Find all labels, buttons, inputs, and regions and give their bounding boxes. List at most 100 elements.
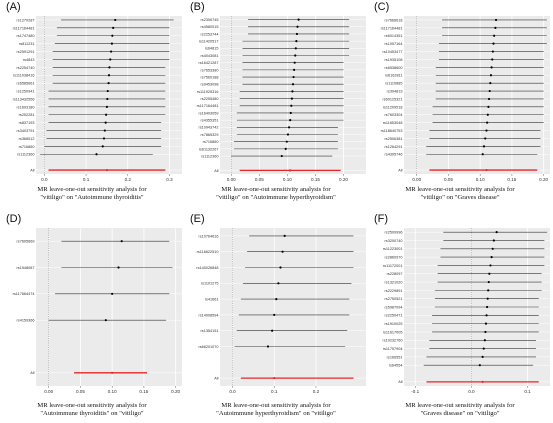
all-label: All — [30, 371, 34, 375]
snp-label: rs11653048 — [383, 121, 403, 125]
all-point-estimate — [289, 169, 292, 172]
panel-letter: (A) — [6, 1, 21, 13]
x-tick-label: 0.10 — [476, 177, 485, 182]
point-estimate — [291, 83, 295, 86]
snp-label: rs60125321 — [382, 97, 402, 101]
snp-label: rs16493059 — [198, 111, 218, 115]
point-estimate — [104, 319, 107, 322]
snp-label: rs228097 — [387, 272, 403, 276]
panel-e: (E) 0.0 0.1 0.2 rs10764616 rs116622510 rs1400… — [184, 212, 368, 423]
point-estimate — [482, 347, 485, 350]
point-estimate — [488, 89, 491, 93]
point-estimate — [485, 314, 488, 317]
snp-label: rs6585661 — [17, 82, 35, 86]
plot-background — [220, 16, 366, 174]
point-estimate — [486, 121, 489, 124]
x-tick-label: 0.3 — [166, 177, 173, 182]
point-estimate — [275, 298, 278, 301]
caption: MR leave-one-out sensitivity analysis fo… — [186, 186, 366, 202]
point-estimate — [110, 42, 114, 45]
x-tick-label: 0.15 — [139, 389, 148, 394]
snp-label: rs5987094 — [385, 305, 403, 309]
all-label: All — [30, 168, 34, 172]
point-estimate — [109, 50, 113, 53]
point-estimate — [120, 240, 123, 243]
panel-letter: (F) — [374, 213, 389, 225]
snp-label: rs1112360 — [17, 153, 34, 157]
caption-line-2: "Graves disease" on "vitiligo" — [420, 410, 500, 417]
snp-label: rs811231 — [19, 42, 35, 46]
x-tick-label: 0.1 — [83, 177, 90, 182]
point-estimate — [487, 280, 490, 284]
snp-label: rs166551 — [387, 355, 403, 359]
snp-label: rs2860970 — [385, 256, 403, 260]
snp-label: rs118640753 — [381, 129, 403, 133]
snp-label: rs368512 — [19, 137, 35, 141]
x-tick-label: 0.05 — [255, 177, 264, 182]
snp-label: rs837193 — [19, 121, 35, 125]
point-estimate — [103, 129, 106, 132]
x-tick-label: 0.1 — [524, 389, 531, 394]
point-estimate — [484, 330, 487, 334]
point-estimate — [289, 111, 292, 115]
caption: MR leave-one-out sensitivity analysis fo… — [186, 402, 366, 418]
point-estimate — [106, 97, 109, 101]
snp-label: rs4159366 — [17, 319, 35, 323]
point-estimate — [293, 68, 296, 71]
forest-plot: -0.1 0.0 0.1 rs2509996 rs3200740 rs11223001 rs… — [382, 228, 550, 394]
snp-label: rs6538600 — [385, 66, 403, 70]
snp-label: rs14008594 — [198, 313, 218, 317]
snp-label: rs1057164 — [385, 42, 403, 46]
point-estimate — [281, 250, 284, 253]
snp-label: rs4355351 — [201, 119, 219, 123]
x-tick-label: 0.20 — [171, 389, 180, 394]
snp-label: rs7666618 — [385, 18, 403, 22]
snp-label: rs2254740 — [17, 66, 35, 70]
snp-label: rs117164481 — [13, 26, 35, 30]
point-estimate — [112, 26, 115, 29]
point-estimate — [105, 105, 109, 108]
point-estimate — [111, 292, 114, 295]
point-estimate — [486, 297, 489, 300]
snp-label: rs41661 — [205, 298, 219, 302]
snp-label: rs2229891 — [385, 289, 403, 293]
point-estimate — [117, 266, 120, 269]
point-estimate — [489, 74, 493, 77]
point-estimate — [486, 305, 489, 309]
caption-line-2: "vitiligo" on "Graves disease" — [420, 194, 500, 201]
x-tick-label: 0.00 — [412, 177, 421, 182]
snp-label: rs1747480 — [17, 34, 35, 38]
snp-label: rs1112360 — [201, 154, 218, 158]
point-estimate — [481, 153, 484, 156]
point-estimate — [495, 231, 498, 234]
caption: MR leave-one-out sensitivity analysis fo… — [2, 402, 182, 418]
x-tick-label: 0.00 — [227, 177, 236, 182]
snp-label: rs111038416 — [13, 74, 35, 78]
point-estimate — [484, 137, 487, 140]
caption-line-1: MR leave-one-out sensitivity analysis fo… — [405, 402, 515, 409]
snp-label: rs61132267 — [199, 147, 219, 151]
point-estimate — [493, 34, 496, 37]
point-estimate — [484, 322, 488, 325]
x-tick-label: 0.1 — [271, 389, 278, 394]
snp-label: rs6014351 — [385, 34, 403, 38]
point-estimate — [101, 145, 104, 148]
point-estimate — [487, 105, 490, 108]
point-estimate — [111, 34, 114, 37]
snp-label: rs117164481 — [381, 26, 403, 30]
caption-line-1: MR leave-one-out sensitivity analysis fo… — [37, 402, 147, 409]
snp-label: rs11223001 — [383, 247, 403, 251]
all-point-estimate — [485, 168, 488, 172]
plot-background — [36, 228, 182, 386]
all-label: All — [214, 169, 218, 173]
point-estimate — [491, 58, 494, 61]
snp-label: rs394819 — [387, 89, 403, 93]
snp-label: rs7605669 — [17, 240, 35, 244]
snp-label: rs66201070 — [198, 345, 218, 349]
x-tick-label: 0.15 — [311, 177, 320, 182]
panel-a: (A) 0.0 0.1 0.2 0.3 rs1270287 rs117164481 rs17… — [0, 0, 184, 210]
point-estimate — [488, 272, 491, 275]
point-estimate — [283, 234, 286, 237]
all-label: All — [214, 377, 218, 381]
snp-label: rs117664474 — [13, 292, 35, 296]
